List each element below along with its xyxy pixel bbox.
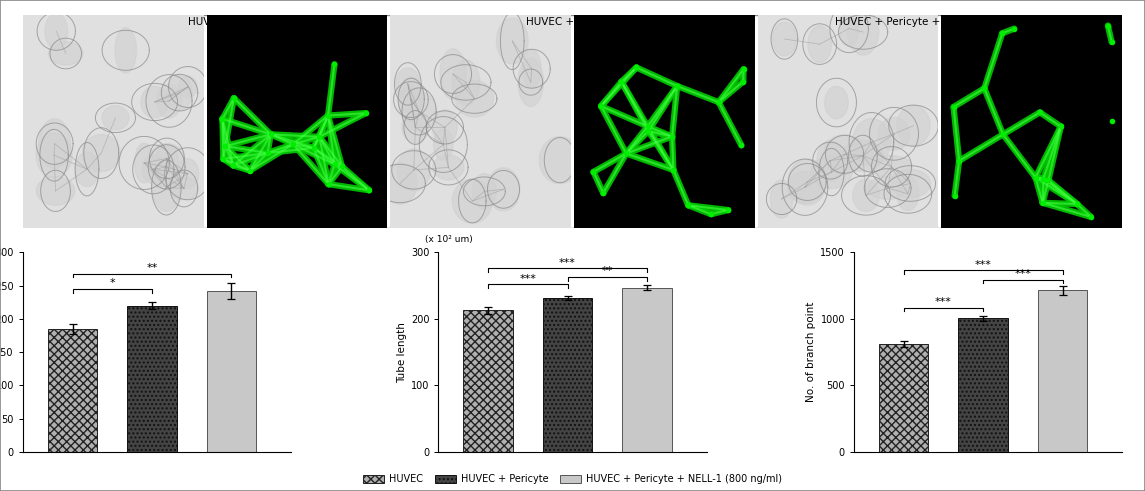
Polygon shape [155,144,179,190]
Text: ***: *** [1014,269,1032,279]
Y-axis label: Tube length: Tube length [397,322,406,382]
Text: ***: *** [974,260,992,270]
Polygon shape [518,58,544,107]
Polygon shape [142,155,165,184]
Polygon shape [398,77,424,122]
Text: HUVEC + Pericyte + NELL-1 (800 ng/ml): HUVEC + Pericyte + NELL-1 (800 ng/ml) [835,17,1043,27]
Text: **: ** [601,267,613,276]
Text: ***: *** [935,297,951,307]
Polygon shape [76,152,98,187]
Polygon shape [842,140,884,171]
Polygon shape [497,18,528,64]
Bar [206,291,256,452]
Y-axis label: No. of branch point: No. of branch point [806,302,816,402]
Bar [1037,290,1088,452]
Polygon shape [456,80,493,117]
Polygon shape [773,22,797,56]
Polygon shape [452,179,492,223]
Polygon shape [788,159,827,205]
Polygon shape [823,135,866,174]
Polygon shape [37,176,74,205]
Polygon shape [384,163,417,204]
Polygon shape [878,117,910,150]
Polygon shape [176,159,199,189]
Text: HUVEC: HUVEC [188,17,224,27]
Legend: HUVEC, HUVEC + Pericyte, HUVEC + Pericyte + NELL-1 (800 ng/ml): HUVEC, HUVEC + Pericyte, HUVEC + Pericyt… [361,472,784,486]
Bar [958,318,1008,452]
Bar [127,305,176,452]
Polygon shape [473,174,497,209]
Bar [48,329,97,452]
Polygon shape [818,140,844,181]
Polygon shape [48,42,84,65]
Polygon shape [771,180,792,218]
Text: ***: *** [559,258,576,268]
Polygon shape [82,135,120,172]
Polygon shape [141,86,168,118]
Text: (x 10² um): (x 10² um) [425,236,473,245]
Polygon shape [39,119,71,169]
Polygon shape [897,106,930,146]
Polygon shape [824,86,848,119]
Polygon shape [808,26,831,62]
Bar [879,344,929,452]
Bar [464,310,513,452]
Polygon shape [114,27,136,73]
Polygon shape [811,156,852,189]
Polygon shape [788,171,822,203]
Polygon shape [853,118,891,166]
Polygon shape [539,136,581,184]
Polygon shape [487,168,520,211]
Polygon shape [400,85,423,112]
Polygon shape [871,156,913,178]
Bar [543,298,592,452]
Polygon shape [135,143,153,183]
Polygon shape [179,76,197,98]
Polygon shape [397,149,431,191]
Polygon shape [433,110,457,145]
Polygon shape [853,179,879,212]
Polygon shape [847,9,878,55]
Polygon shape [157,84,181,118]
Polygon shape [522,50,542,88]
Polygon shape [867,177,908,199]
Polygon shape [37,133,72,178]
Polygon shape [440,49,466,99]
Polygon shape [433,155,464,180]
Polygon shape [402,92,436,131]
Text: HUVEC + Pericyte: HUVEC + Pericyte [526,17,619,27]
Polygon shape [396,68,420,100]
Text: **: ** [147,263,158,273]
Text: *: * [110,278,116,288]
Polygon shape [897,177,918,211]
Bar [622,288,672,452]
Polygon shape [839,11,859,47]
Polygon shape [167,75,192,110]
Text: ***: *** [520,274,536,284]
Polygon shape [150,143,184,173]
Polygon shape [890,169,931,197]
Polygon shape [452,60,480,105]
Polygon shape [102,106,129,130]
Polygon shape [402,112,429,143]
Polygon shape [152,164,181,212]
Polygon shape [45,13,68,49]
Polygon shape [434,129,453,160]
Polygon shape [169,177,198,200]
